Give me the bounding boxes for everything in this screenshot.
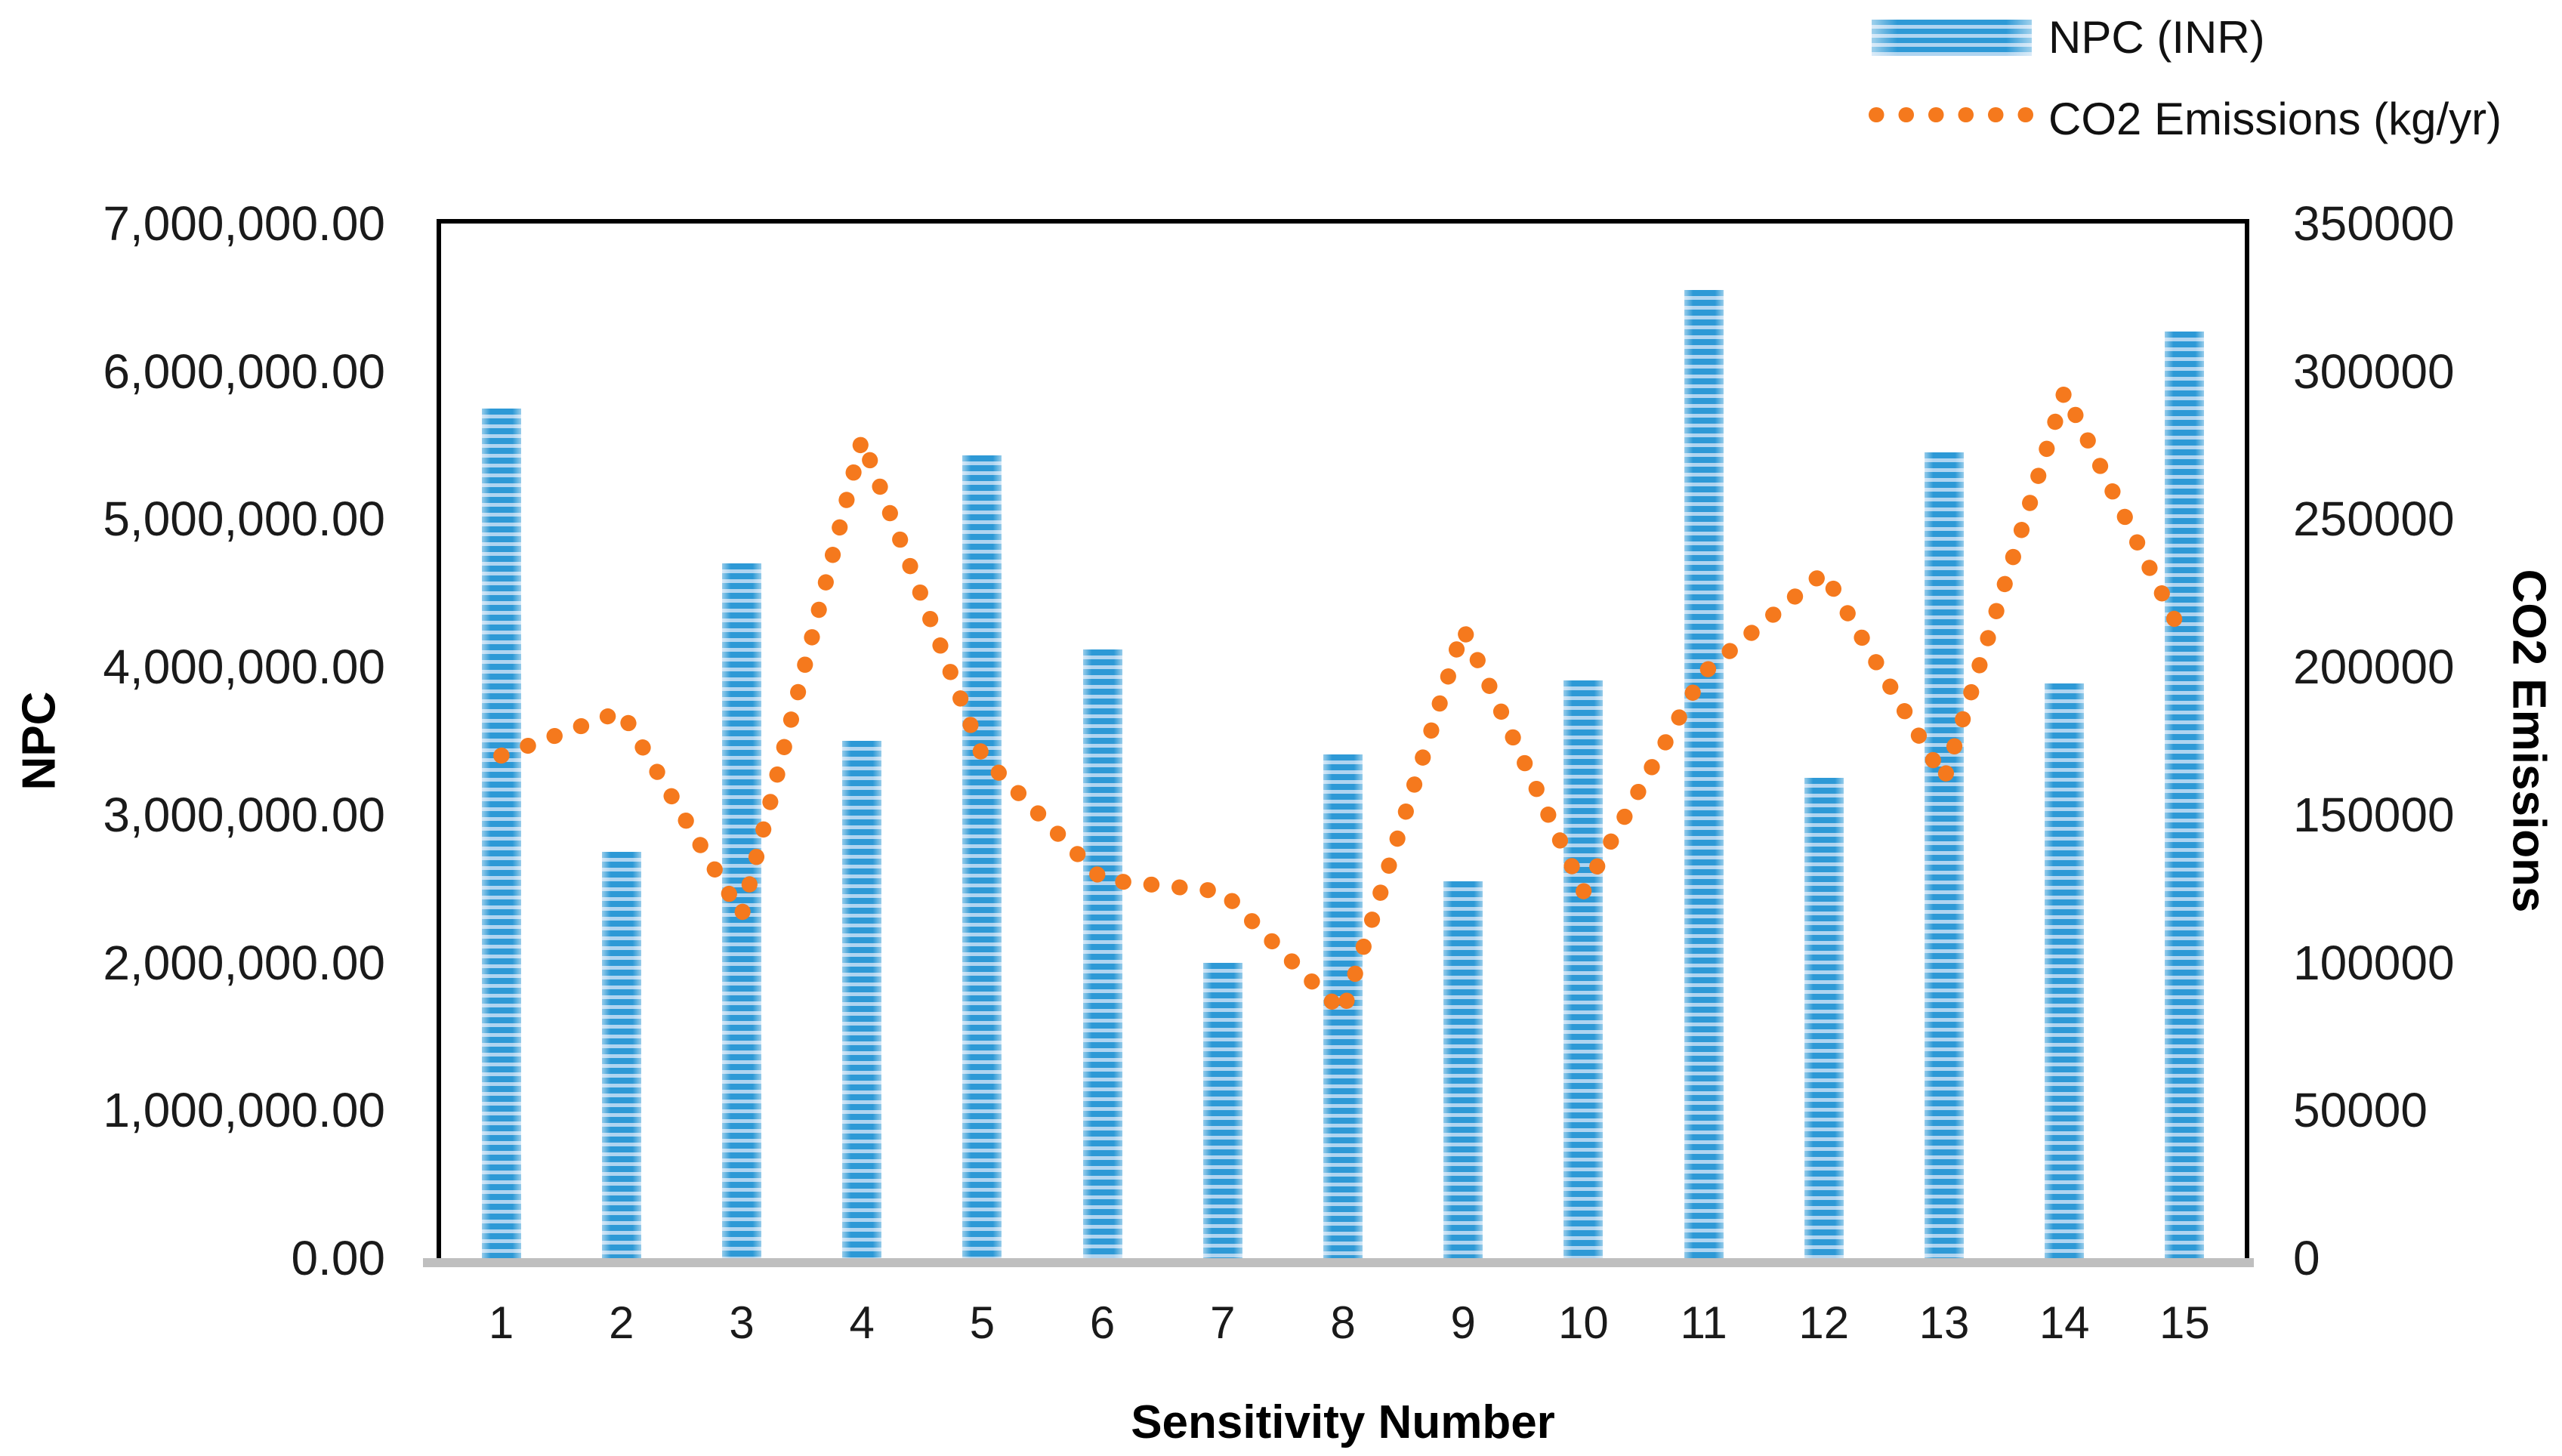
y-right-tick-label: 300000 <box>2293 344 2455 399</box>
x-tick-label-7: 7 <box>1210 1297 1236 1348</box>
y-left-tick-label: 7,000,000.00 <box>103 196 385 251</box>
x-tick-label-10: 10 <box>1558 1297 1609 1348</box>
y-right-tick-label: 150000 <box>2293 787 2455 842</box>
x-tick-label-15: 15 <box>2159 1297 2210 1348</box>
legend-swatch-npc-bar <box>1872 20 2032 56</box>
npc-bar-sensitivity-1 <box>482 409 521 1258</box>
npc-bar-sensitivity-5 <box>962 455 1002 1258</box>
npc-bar-sensitivity-13 <box>1925 452 1964 1258</box>
npc-bar-sensitivity-12 <box>1804 778 1844 1258</box>
npc-bar-sensitivity-4 <box>842 741 881 1258</box>
x-axis-baseline <box>423 1258 2254 1267</box>
y-axis-right-title: CO2 Emissions <box>2502 569 2555 913</box>
x-axis-title: Sensitivity Number <box>1131 1396 1555 1448</box>
x-tick-label-8: 8 <box>1330 1297 1356 1348</box>
npc-bar-sensitivity-11 <box>1684 290 1724 1258</box>
npc-bar-sensitivity-6 <box>1083 649 1122 1258</box>
y-right-tick-label: 250000 <box>2293 492 2455 547</box>
npc-bar-sensitivity-9 <box>1443 881 1483 1258</box>
co2-line-layer <box>493 384 2193 1021</box>
legend-swatch-co2-dots <box>1869 107 2033 122</box>
bars-layer <box>441 224 2245 1258</box>
y-left-tick-label: 0.00 <box>291 1231 385 1285</box>
x-tick-label-11: 11 <box>1680 1297 1727 1348</box>
npc-bar-sensitivity-15 <box>2165 332 2204 1258</box>
npc-bar-sensitivity-14 <box>2045 683 2084 1258</box>
x-tick-label-5: 5 <box>969 1297 995 1348</box>
co2-dotted-line <box>493 384 2193 1021</box>
y-left-tick-label: 3,000,000.00 <box>103 787 385 842</box>
y-right-tick-label: 350000 <box>2293 196 2455 251</box>
x-tick-label-9: 9 <box>1450 1297 1476 1348</box>
x-tick-label-13: 13 <box>1918 1297 1970 1348</box>
legend: NPC (INR) CO2 Emissions (kg/yr) <box>0 0 2562 151</box>
y-right-tick-label: 200000 <box>2293 640 2455 695</box>
npc-bar-sensitivity-7 <box>1203 963 1242 1258</box>
x-tick-label-12: 12 <box>1798 1297 1850 1348</box>
x-tick-label-14: 14 <box>2039 1297 2090 1348</box>
x-tick-label-4: 4 <box>849 1297 875 1348</box>
y-left-tick-label: 2,000,000.00 <box>103 935 385 990</box>
y-left-tick-label: 4,000,000.00 <box>103 640 385 695</box>
x-tick-label-1: 1 <box>488 1297 514 1348</box>
x-tick-label-2: 2 <box>609 1297 634 1348</box>
y-left-tick-label: 6,000,000.00 <box>103 344 385 399</box>
y-right-tick-label: 0 <box>2293 1231 2320 1285</box>
y-left-tick-label: 5,000,000.00 <box>103 492 385 547</box>
legend-label-co2: CO2 Emissions (kg/yr) <box>2048 94 2502 144</box>
plot-area-frame <box>437 219 2249 1258</box>
x-tick-label-6: 6 <box>1089 1297 1116 1348</box>
npc-bar-sensitivity-2 <box>602 852 641 1258</box>
legend-label-npc: NPC (INR) <box>2048 12 2265 63</box>
y-right-tick-label: 100000 <box>2293 935 2455 990</box>
y-axis-left-title: NPC <box>13 691 66 791</box>
npc-bar-sensitivity-10 <box>1563 680 1603 1258</box>
x-tick-label-3: 3 <box>729 1297 755 1348</box>
y-left-tick-label: 1,000,000.00 <box>103 1083 385 1138</box>
y-right-tick-label: 50000 <box>2293 1083 2428 1138</box>
